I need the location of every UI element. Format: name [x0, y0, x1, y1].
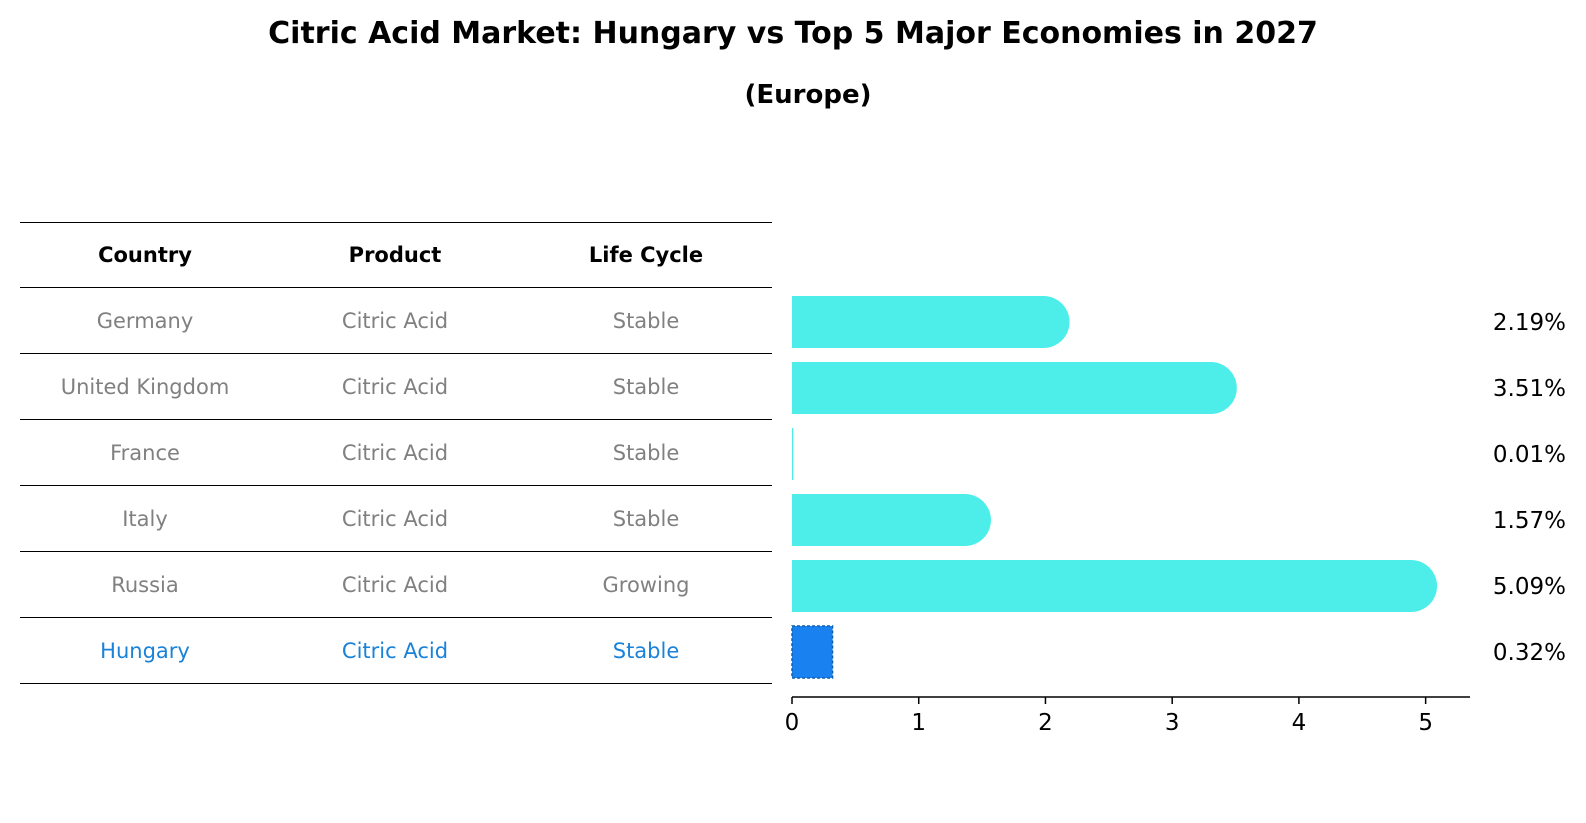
cell-life-cycle: Stable — [612, 440, 680, 465]
cell-product: Citric Acid — [341, 572, 449, 597]
table-header-row: Country Product Life Cycle — [20, 222, 772, 288]
bar-italy — [792, 494, 991, 546]
value-label-russia: 5.09% — [1493, 574, 1566, 600]
cell-product: Citric Acid — [341, 506, 449, 531]
cell-product: Citric Acid — [341, 638, 449, 663]
table-row: Russia Citric Acid Growing — [20, 552, 772, 618]
bar-france — [792, 428, 794, 480]
cell-life-cycle: Growing — [602, 572, 690, 597]
x-tick-label: 1 — [911, 710, 926, 736]
table-row-highlight: Hungary Citric Acid Stable — [20, 618, 772, 684]
cell-country: France — [110, 440, 180, 465]
value-label-hungary: 0.32% — [1493, 640, 1566, 666]
header-life-cycle: Life Cycle — [588, 243, 704, 267]
bars-group: 2.19% 3.51% 0.01% 1.57% 5.09% 0.32% — [791, 296, 1566, 679]
value-label-italy: 1.57% — [1493, 508, 1566, 534]
bar-germany — [792, 296, 1070, 348]
cell-product: Citric Acid — [341, 308, 449, 333]
chart-title: Citric Acid Market: Hungary vs Top 5 Maj… — [268, 16, 1318, 51]
value-label-france: 0.01% — [1493, 442, 1566, 468]
cell-life-cycle: Stable — [612, 638, 680, 663]
cell-life-cycle: Stable — [612, 506, 680, 531]
table-row: France Citric Acid Stable — [20, 420, 772, 486]
table-row: Italy Citric Acid Stable — [20, 486, 772, 552]
value-label-germany: 2.19% — [1493, 310, 1566, 336]
value-label-united-kingdom: 3.51% — [1493, 376, 1566, 402]
cell-country: Germany — [96, 308, 194, 333]
bar-hungary — [791, 625, 834, 679]
x-tick-label: 0 — [785, 710, 800, 736]
cell-product: Citric Acid — [341, 374, 449, 399]
x-tick-label: 5 — [1418, 710, 1433, 736]
cell-country: United Kingdom — [60, 374, 230, 399]
bar-russia — [792, 560, 1438, 612]
cell-life-cycle: Stable — [612, 374, 680, 399]
cell-country: Hungary — [100, 638, 190, 663]
cell-product: Citric Acid — [341, 440, 449, 465]
table-row: Germany Citric Acid Stable — [20, 288, 772, 354]
x-axis: 0 1 2 3 4 5 — [785, 696, 1470, 736]
header-country: Country — [98, 243, 192, 267]
cell-country: Italy — [122, 506, 168, 531]
data-table: Country Product Life Cycle Germany Citri… — [20, 222, 772, 684]
cell-life-cycle: Stable — [612, 308, 680, 333]
chart-subtitle: (Europe) — [744, 80, 872, 110]
x-tick-label: 3 — [1165, 710, 1180, 736]
header-product: Product — [348, 243, 442, 267]
x-tick-label: 4 — [1292, 710, 1307, 736]
table-row: United Kingdom Citric Acid Stable — [20, 354, 772, 420]
bar-united-kingdom — [792, 362, 1237, 414]
cell-country: Russia — [111, 572, 179, 597]
x-tick-label: 2 — [1038, 710, 1053, 736]
